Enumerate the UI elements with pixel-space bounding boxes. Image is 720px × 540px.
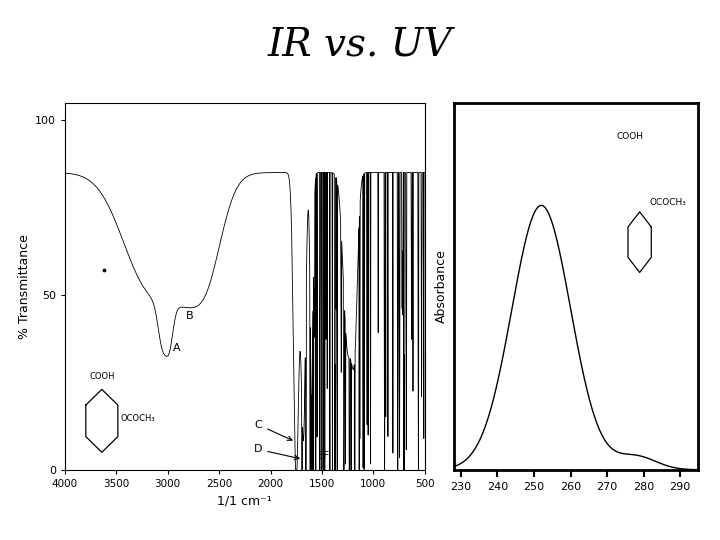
Text: A: A bbox=[173, 343, 181, 353]
Text: B: B bbox=[186, 312, 194, 321]
Text: C: C bbox=[255, 420, 292, 440]
Text: E: E bbox=[318, 451, 325, 461]
Y-axis label: Absorbance: Absorbance bbox=[435, 249, 448, 323]
Text: COOH: COOH bbox=[89, 372, 114, 381]
Text: OCOCH₃: OCOCH₃ bbox=[649, 198, 686, 207]
Text: OCOCH₃: OCOCH₃ bbox=[120, 414, 155, 423]
X-axis label: 1/1 cm⁻¹: 1/1 cm⁻¹ bbox=[217, 495, 272, 508]
Text: F: F bbox=[323, 451, 329, 461]
Text: D: D bbox=[253, 444, 299, 460]
Text: COOH: COOH bbox=[616, 132, 644, 141]
Y-axis label: % Transmittance: % Transmittance bbox=[17, 234, 31, 339]
Text: IR vs. UV: IR vs. UV bbox=[268, 27, 452, 64]
